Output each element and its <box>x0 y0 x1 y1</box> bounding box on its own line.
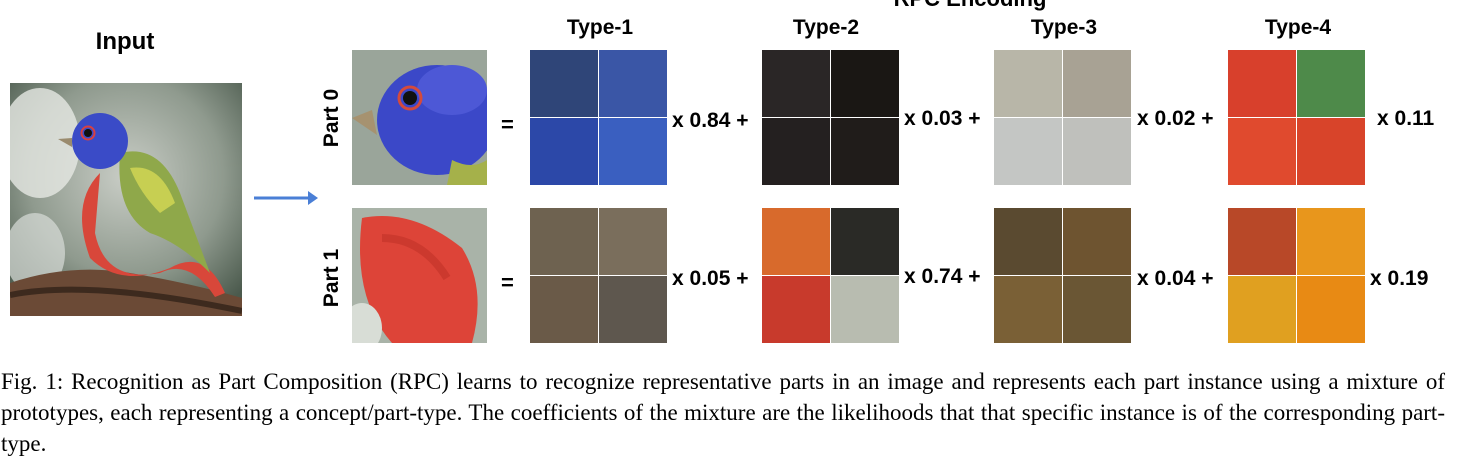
coefficient-part-1-type-1: x 0.05 + <box>672 267 749 290</box>
type-1-label: Type-1 <box>566 16 634 39</box>
bird-head-crop <box>352 50 487 185</box>
prototype-grid-part-1-type-1 <box>530 208 667 343</box>
type-3-label: Type-3 <box>1030 16 1098 39</box>
coefficient-part-0-type-3: x 0.02 + <box>1137 107 1214 130</box>
type-2-label: Type-2 <box>792 16 860 39</box>
bird-body-crop <box>352 208 487 343</box>
part-0-crop <box>352 50 487 185</box>
coefficient-part-0-type-4: x 0.11 <box>1377 107 1435 130</box>
coefficient-part-0-type-2: x 0.03 + <box>904 107 981 130</box>
type-4-label: Type-4 <box>1264 16 1332 39</box>
coefficient-part-0-type-1: x 0.84 + <box>672 109 749 132</box>
coefficient-part-1-type-3: x 0.04 + <box>1137 267 1214 290</box>
prototype-grid-part-1-type-3 <box>994 208 1131 343</box>
painted-bunting-illustration <box>10 83 242 316</box>
equals-sign-part-0: = <box>501 112 514 137</box>
coefficient-part-1-type-2: x 0.74 + <box>904 265 981 288</box>
part-1-crop <box>352 208 487 343</box>
input-bird-image <box>10 83 242 316</box>
equals-sign-part-1: = <box>501 270 514 295</box>
rpc-encoding-title: RPC Encoding <box>820 0 1120 12</box>
figure-caption: Fig. 1: Recognition as Part Composition … <box>1 369 1445 456</box>
input-title: Input <box>95 28 155 55</box>
part-0-label: Part 0 <box>320 88 343 148</box>
prototype-grid-part-1-type-2 <box>762 208 899 343</box>
arrow-icon <box>254 191 318 205</box>
prototype-grid-part-0-type-2 <box>762 50 899 185</box>
prototype-grid-part-1-type-4 <box>1228 208 1365 343</box>
part-1-label: Part 1 <box>320 248 343 308</box>
prototype-grid-part-0-type-4 <box>1228 50 1365 185</box>
coefficient-part-1-type-4: x 0.19 <box>1370 267 1429 290</box>
prototype-grid-part-0-type-3 <box>994 50 1131 185</box>
prototype-grid-part-0-type-1 <box>530 50 667 185</box>
